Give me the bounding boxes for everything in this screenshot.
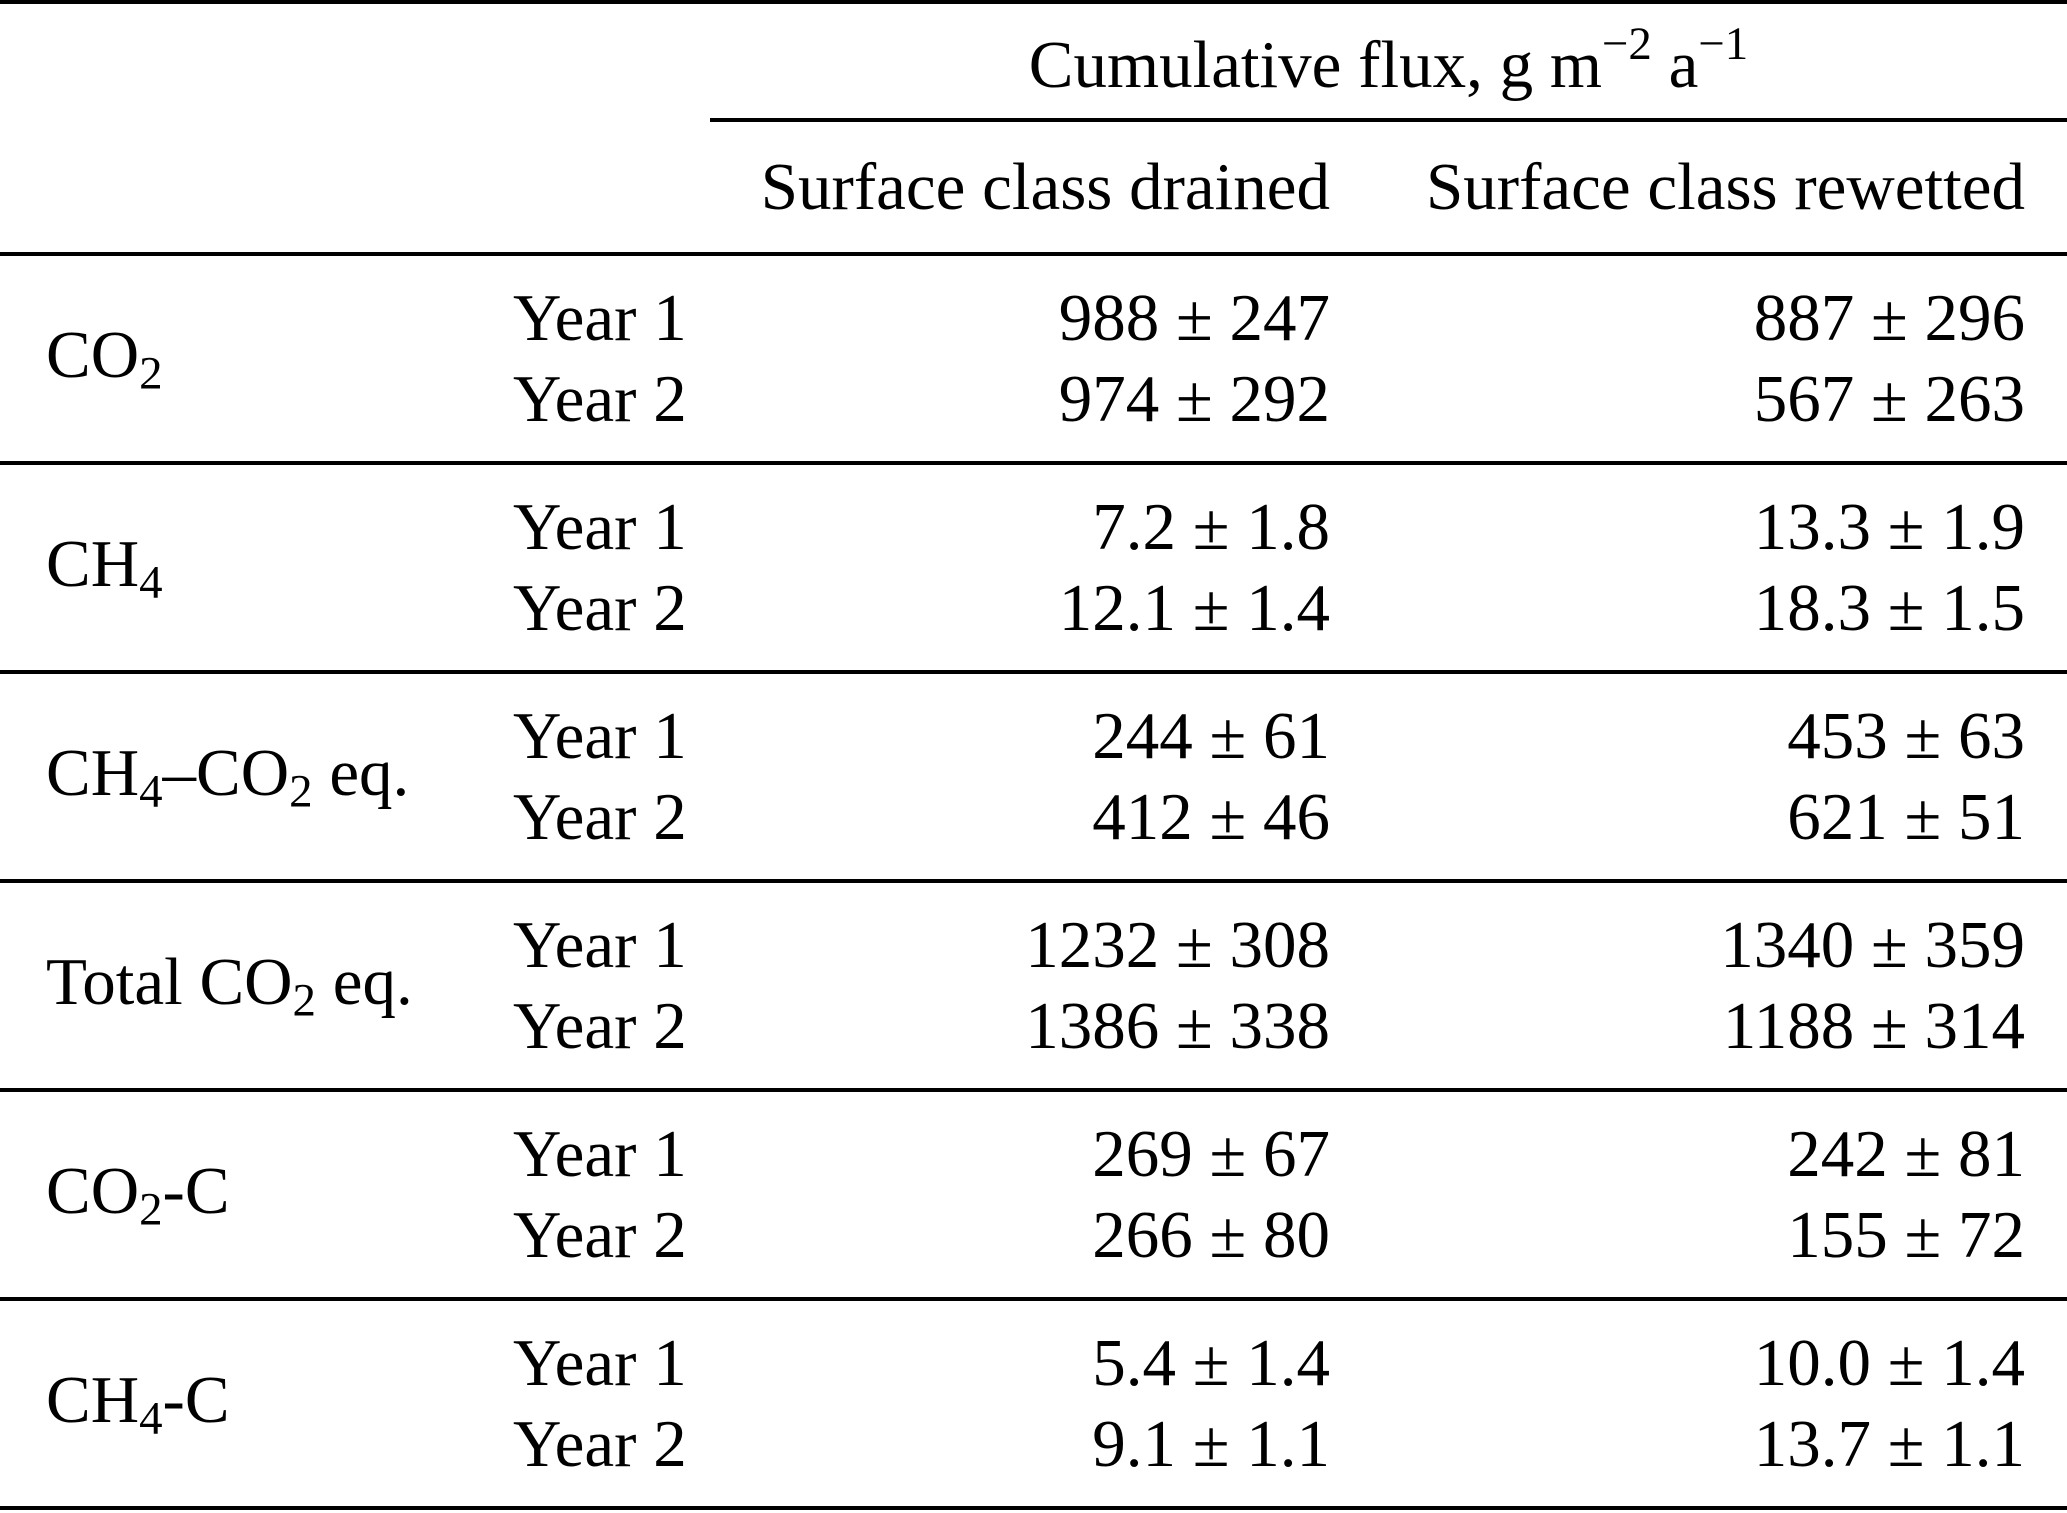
rewetted-value: 887 ± 296 [1753,280,2026,355]
year-label: Year 2 [513,988,687,1063]
subscript: 2 [289,765,313,818]
text-run: CH [46,1362,140,1437]
subscript: 2 [292,974,316,1027]
header-spacer-cell [0,2,710,120]
year-label-cell: Year 1 Year 2 [490,881,710,1092]
table-row-co2: CO2 Year 1 Year 2 988 ± 247 974 ± 292 887 ± 2… [0,254,2067,465]
year-label: Year 2 [513,779,687,854]
drained-value: 1232 ± 308 [1025,907,1330,982]
row-label-ch4-co2-eq: CH4–CO2 eq. [0,672,490,883]
drained-value-cell: 7.2 ± 1.8 12.1 ± 1.4 [710,463,1355,674]
drained-value-cell: 244 ± 61 412 ± 46 [710,672,1355,883]
text-run: -C [162,1153,230,1228]
table-row-total-co2-eq: Total CO2 eq. Year 1 Year 2 1232 ± 308 1386 … [0,881,2067,1092]
table-header-cumulative-flux: Cumulative flux, g m−2 a−1 [710,2,2067,122]
year-label-cell: Year 1 Year 2 [490,672,710,883]
text-run: eq. [316,944,413,1019]
drained-value: 266 ± 80 [1092,1197,1330,1272]
subscript: 4 [139,765,163,818]
drained-value: 7.2 ± 1.8 [1092,489,1330,564]
drained-value: 244 ± 61 [1092,698,1330,773]
year-label: Year 1 [513,907,687,982]
superscript: −1 [1698,18,1749,71]
rewetted-value: 621 ± 51 [1787,779,2026,854]
rewetted-value: 1340 ± 359 [1720,907,2026,982]
row-label-co2: CO2 [0,254,490,465]
text-run: CO [46,1153,140,1228]
drained-value: 5.4 ± 1.4 [1092,1325,1330,1400]
rewetted-value: 242 ± 81 [1787,1116,2026,1191]
header-spacer-cell [0,120,490,256]
year-label: Year 1 [513,1325,687,1400]
row-label-ch4: CH4 [0,463,490,674]
drained-value-cell: 269 ± 67 266 ± 80 [710,1090,1355,1301]
year-label-cell: Year 1 Year 2 [490,1090,710,1301]
text-run: Cumulative flux, g m [1028,28,1602,103]
table-row-ch4-co2-eq: CH4–CO2 eq. Year 1 Year 2 244 ± 61 412 ± 46 4… [0,672,2067,883]
drained-value: 1386 ± 338 [1025,988,1330,1063]
drained-value-cell: 1232 ± 308 1386 ± 338 [710,881,1355,1092]
drained-value: 974 ± 292 [1058,361,1330,436]
rewetted-value: 10.0 ± 1.4 [1753,1325,2026,1400]
rewetted-value-cell: 453 ± 63 621 ± 51 [1355,672,2067,883]
table-row-ch4: CH4 Year 1 Year 2 7.2 ± 1.8 12.1 ± 1.4 13.3 ±… [0,463,2067,674]
year-label: Year 1 [513,1116,687,1191]
rewetted-value: 13.7 ± 1.1 [1753,1406,2026,1481]
text-run: -C [162,1362,230,1437]
rewetted-value-cell: 242 ± 81 155 ± 72 [1355,1090,2067,1301]
column-header-rewetted: Surface class rewetted [1355,120,2067,256]
year-label: Year 2 [513,1406,687,1481]
subscript: 4 [139,556,163,609]
text-run: CO [46,317,140,392]
table-row-co2-c: CO2-C Year 1 Year 2 269 ± 67 266 ± 80 242 ± 8… [0,1090,2067,1301]
drained-value: 12.1 ± 1.4 [1058,570,1330,645]
rewetted-value-cell: 1340 ± 359 1188 ± 314 [1355,881,2067,1092]
year-label-cell: Year 1 Year 2 [490,254,710,465]
header-row-spanning: Cumulative flux, g m−2 a−1 [0,2,2067,122]
year-label-cell: Year 1 Year 2 [490,1299,710,1510]
rewetted-value: 453 ± 63 [1787,698,2026,773]
row-label-co2-c: CO2-C [0,1090,490,1301]
rewetted-value: 18.3 ± 1.5 [1753,570,2026,645]
drained-value: 269 ± 67 [1092,1116,1330,1191]
rewetted-value: 567 ± 263 [1753,361,2026,436]
rewetted-value: 155 ± 72 [1787,1197,2026,1272]
text-run: Total CO [46,944,293,1019]
drained-value-cell: 988 ± 247 974 ± 292 [710,254,1355,465]
text-run: CH [46,526,140,601]
year-label: Year 2 [513,361,687,436]
drained-value-cell: 5.4 ± 1.4 9.1 ± 1.1 [710,1299,1355,1510]
text-run: CH [46,735,140,810]
drained-value: 9.1 ± 1.1 [1092,1406,1330,1481]
text-run: a [1651,28,1699,103]
subscript: 2 [139,347,163,400]
year-label-cell: Year 1 Year 2 [490,463,710,674]
text-run: eq. [312,735,410,810]
drained-value: 988 ± 247 [1058,280,1330,355]
rewetted-value-cell: 887 ± 296 567 ± 263 [1355,254,2067,465]
table-body: CO2 Year 1 Year 2 988 ± 247 974 ± 292 887 ± 2… [0,254,2067,1510]
drained-value: 412 ± 46 [1092,779,1330,854]
header-spacer-cell [490,120,710,256]
table-row-ch4-c: CH4-C Year 1 Year 2 5.4 ± 1.4 9.1 ± 1.1 10.0 … [0,1299,2067,1510]
rewetted-value-cell: 13.3 ± 1.9 18.3 ± 1.5 [1355,463,2067,674]
column-header-drained: Surface class drained [710,120,1355,256]
rewetted-value-cell: 10.0 ± 1.4 13.7 ± 1.1 [1355,1299,2067,1510]
year-label: Year 1 [513,489,687,564]
superscript: −2 [1601,18,1652,71]
year-label: Year 2 [513,570,687,645]
row-label-ch4-c: CH4-C [0,1299,490,1510]
rewetted-value: 1188 ± 314 [1722,988,2026,1063]
year-label: Year 1 [513,280,687,355]
subscript: 2 [139,1183,163,1236]
year-label: Year 1 [513,698,687,773]
text-run: –CO [162,735,290,810]
subscript: 4 [139,1392,163,1445]
header-row-columns: Surface class drained Surface class rewe… [0,120,2067,256]
row-label-total-co2-eq: Total CO2 eq. [0,881,490,1092]
rewetted-value: 13.3 ± 1.9 [1753,489,2026,564]
year-label: Year 2 [513,1197,687,1272]
